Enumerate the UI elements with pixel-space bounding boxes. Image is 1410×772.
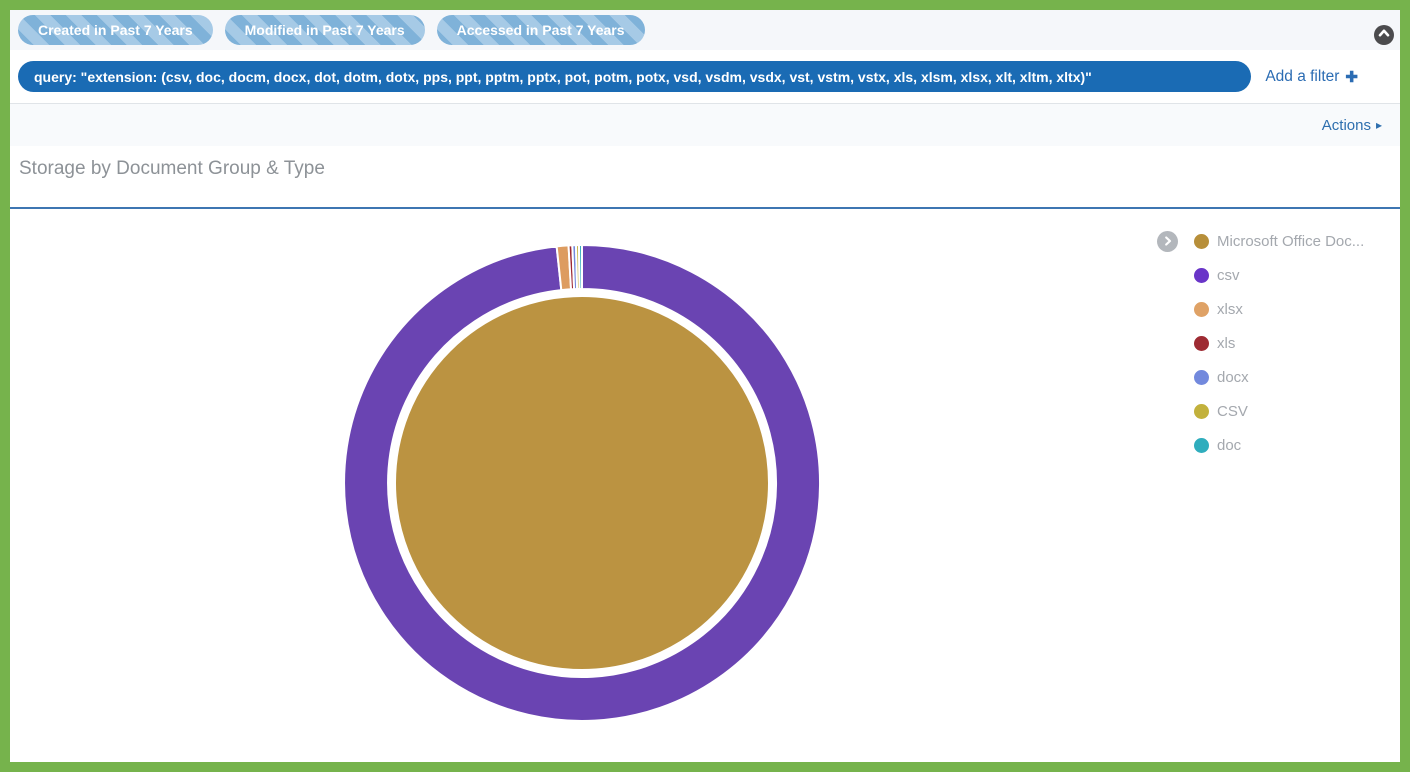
legend-swatch (1194, 335, 1209, 351)
legend-label: doc (1217, 436, 1242, 454)
legend-swatch (1194, 437, 1209, 453)
legend-item-group[interactable]: Microsoft Office Doc... (1157, 224, 1364, 258)
legend-swatch (1194, 233, 1209, 249)
filter-pill-modified[interactable]: Modified in Past 7 Years (224, 15, 425, 45)
legend-item-csv[interactable]: csv (1157, 258, 1364, 292)
donut-svg[interactable] (302, 203, 862, 763)
legend-swatch (1194, 267, 1209, 283)
expand-legend-button[interactable] (1157, 230, 1178, 252)
legend-swatch (1194, 403, 1209, 419)
legend-label: csv (1217, 266, 1240, 284)
actions-bar: Actions ▸ (10, 104, 1400, 146)
filter-pill-bar: Created in Past 7 Years Modified in Past… (10, 10, 1400, 50)
plus-icon: ✚ (1345, 68, 1358, 86)
query-filter-label: query: "extension: (csv, doc, docm, docx… (34, 68, 1092, 85)
donut-segment-doc[interactable] (577, 243, 583, 291)
legend-label: xlsx (1217, 300, 1243, 318)
legend-item-docx[interactable]: docx (1157, 360, 1364, 394)
page-title: Storage by Document Group & Type (19, 158, 325, 179)
actions-menu-button[interactable]: Actions ▸ (1322, 117, 1382, 134)
storage-donut-chart[interactable] (302, 203, 862, 763)
legend-label: Microsoft Office Doc... (1217, 232, 1365, 250)
legend-item-xlsx[interactable]: xlsx (1157, 292, 1364, 326)
query-filter-pill[interactable]: query: "extension: (csv, doc, docm, docx… (18, 61, 1252, 92)
chart-panel: Microsoft Office Doc... csv xlsx xls (10, 209, 1400, 760)
legend-item-xls[interactable]: xls (1157, 326, 1364, 360)
chevron-up-icon (1377, 26, 1391, 44)
panel-header: Storage by Document Group & Type (10, 146, 1400, 209)
filter-pill-label: Accessed in Past 7 Years (456, 22, 625, 38)
filter-pill-accessed[interactable]: Accessed in Past 7 Years (436, 15, 645, 45)
legend-label: CSV (1217, 402, 1248, 420)
chevron-right-icon: ▸ (1375, 118, 1382, 132)
donut-segment-csv[interactable] (343, 243, 822, 722)
add-filter-label: Add a filter (1265, 67, 1340, 85)
collapse-panel-button[interactable] (1374, 25, 1394, 45)
filter-pill-label: Created in Past 7 Years (38, 22, 193, 38)
legend-swatch (1194, 369, 1209, 385)
actions-label: Actions (1321, 116, 1371, 134)
chevron-right-circle-icon (1164, 236, 1171, 246)
filter-pill-created[interactable]: Created in Past 7 Years (18, 15, 213, 45)
legend-swatch (1194, 301, 1209, 317)
donut-inner-group[interactable] (394, 295, 770, 671)
chart-legend: Microsoft Office Doc... csv xlsx xls (1157, 224, 1364, 462)
filter-pill-label: Modified in Past 7 Years (244, 22, 405, 38)
legend-label: xls (1217, 334, 1236, 352)
legend-item-csv-upper[interactable]: CSV (1157, 394, 1364, 428)
legend-item-doc[interactable]: doc (1157, 428, 1364, 462)
add-filter-button[interactable]: Add a filter ✚ (1265, 68, 1358, 86)
legend-label: docx (1217, 368, 1249, 386)
query-bar: query: "extension: (csv, doc, docm, docx… (10, 50, 1400, 104)
